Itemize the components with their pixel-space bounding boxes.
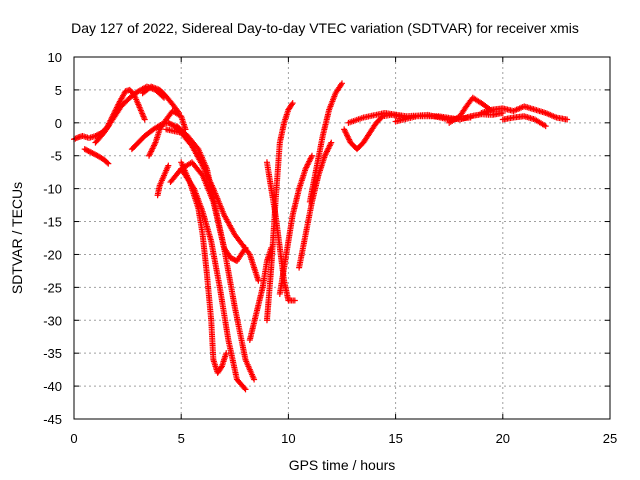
y-tick-label: -20 [43, 247, 62, 262]
series-arc-fall-small [154, 162, 172, 199]
data-point [291, 297, 298, 304]
data-point [165, 162, 172, 169]
y-tick-label: -45 [43, 412, 62, 427]
y-tick-label: 0 [55, 116, 62, 131]
y-axis-label: SDTVAR / TECUs [9, 182, 25, 294]
y-tick-label: -5 [50, 149, 62, 164]
x-tick-label: 0 [70, 431, 77, 446]
data-point [104, 159, 111, 166]
series-arc-late [478, 103, 571, 123]
data-point [105, 160, 112, 167]
series-arc-up-10 [276, 152, 315, 297]
x-axis-ticks: 0 5 10 15 20 25 [70, 57, 617, 446]
y-tick-label: -15 [43, 215, 62, 230]
gridlines [74, 57, 610, 419]
series-arc-deep-2 [178, 165, 249, 393]
x-axis-label: GPS time / hours [289, 457, 396, 473]
y-tick-label: 10 [48, 50, 62, 65]
data-markers [71, 80, 571, 393]
series-arc-up-11 [296, 139, 335, 271]
data-point [251, 376, 258, 383]
x-tick-label: 10 [281, 431, 295, 446]
data-point [564, 116, 571, 123]
y-tick-label: -30 [43, 313, 62, 328]
y-tick-label: -25 [43, 280, 62, 295]
series-arc-flat-17 [392, 109, 506, 125]
data-point [223, 350, 230, 357]
y-tick-label: -10 [43, 182, 62, 197]
data-point [242, 386, 249, 393]
series-arc-mid-fall [163, 126, 262, 284]
x-tick-label: 5 [178, 431, 185, 446]
series-arc-deep-1 [178, 159, 230, 376]
data-point [308, 152, 315, 159]
data-point [328, 139, 335, 146]
y-tick-label: 5 [55, 83, 62, 98]
series-arc-peak-3 [139, 83, 183, 116]
data-point [255, 277, 262, 284]
series-arc-up-12 [306, 80, 345, 205]
y-tick-label: -35 [43, 346, 62, 361]
data-point [241, 385, 248, 392]
data-point [218, 364, 225, 371]
data-point [141, 116, 148, 123]
chart-title: Day 127 of 2022, Sidereal Day-to-day VTE… [71, 20, 579, 36]
series-arc-early-mid [81, 146, 112, 167]
series-arc-dip-2 [146, 107, 189, 159]
x-tick-label: 25 [603, 431, 617, 446]
y-tick-label: -40 [43, 379, 62, 394]
data-point [542, 123, 549, 130]
y-axis-ticks: 10 5 0 -5 -10 -15 -20 -25 -30 -35 -40 -45 [43, 50, 610, 427]
plot-frame [73, 56, 611, 420]
data-point [339, 80, 345, 87]
x-tick-label: 15 [388, 431, 402, 446]
data-point [289, 100, 296, 107]
x-tick-label: 20 [496, 431, 510, 446]
series-arc-spike-9 [246, 244, 275, 344]
series-arc-late-2 [499, 113, 549, 130]
data-point [288, 101, 295, 108]
